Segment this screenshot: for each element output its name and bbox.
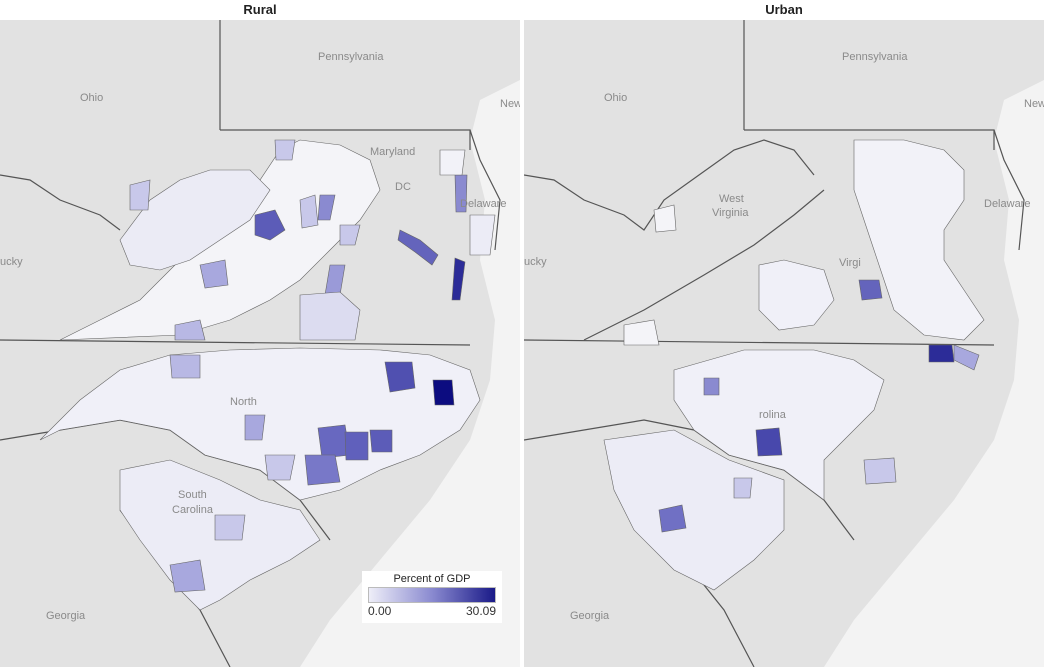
label-ohio: Ohio	[80, 92, 103, 104]
county-shade-urban-5	[703, 377, 720, 396]
county-shade-sc-1	[169, 559, 206, 593]
label-maryland: Maryland	[370, 146, 415, 158]
border-de	[469, 129, 501, 251]
legend-gradient-bar	[368, 587, 496, 603]
county-group-nc-urban	[673, 349, 885, 501]
county-highlight-nc-2	[432, 379, 455, 406]
county-highlight-urban-3	[755, 427, 783, 457]
label-dc: DC	[395, 181, 411, 193]
border-de	[993, 129, 1025, 251]
ocean-area	[300, 80, 520, 667]
county-group-va-south	[299, 291, 361, 341]
label-virgi: Virgi	[839, 257, 861, 269]
label-virginia: Virginia	[712, 207, 749, 219]
rural-map[interactable]: Ohio Pennsylvania Maryland DC Delaware N…	[0, 20, 520, 667]
border-va-nc	[0, 339, 471, 346]
border-wv-va	[583, 189, 825, 341]
county-shade-urban-7	[733, 477, 753, 499]
county-highlight-shore-1	[397, 229, 439, 266]
label-pennsylvania: Pennsylvania	[842, 51, 908, 63]
county-shade-nc-7	[169, 354, 201, 379]
label-north: North	[230, 396, 257, 408]
label-kentucky: ucky	[0, 256, 23, 268]
county-shade-9	[339, 224, 361, 246]
label-georgia: Georgia	[570, 610, 610, 622]
county-de-group	[469, 214, 496, 256]
county-highlight-nc-5	[369, 429, 393, 453]
county-highlight-urban-2	[928, 344, 955, 363]
county-shapes-south	[603, 349, 897, 591]
label-south: South	[178, 489, 207, 501]
county-shade-8	[174, 319, 206, 341]
urban-panel: Urban	[524, 0, 1044, 667]
urban-panel-title: Urban	[524, 0, 1044, 20]
label-delaware: Delaware	[984, 198, 1030, 210]
county-shade-urban-3	[953, 344, 980, 371]
county-highlight-shore-3	[454, 174, 468, 213]
county-shapes-north	[59, 139, 381, 341]
county-shade-4	[274, 139, 296, 161]
rural-panel: Rural	[0, 0, 520, 667]
label-pennsylvania: Pennsylvania	[318, 51, 384, 63]
county-group-va-east	[853, 139, 985, 341]
legend-title: Percent of GDP	[393, 573, 471, 585]
legend-min: 0.00	[368, 604, 392, 618]
county-shade-3	[299, 194, 319, 229]
county-highlight-urban-4	[658, 504, 687, 533]
ocean-area	[824, 80, 1044, 667]
county-shade-5	[129, 179, 151, 211]
county-highlight-urban-1	[858, 279, 883, 301]
label-georgia: Georgia	[46, 610, 86, 622]
county-shapes-south	[39, 347, 481, 611]
county-highlight-1	[254, 209, 286, 241]
label-rolina: rolina	[759, 409, 787, 421]
label-new: New	[500, 98, 520, 110]
label-kentucky: ucky	[524, 256, 547, 268]
county-group-wv	[119, 169, 271, 271]
county-highlight-nc-6	[304, 454, 341, 486]
county-md-east	[439, 149, 466, 176]
legend-values: 0.00 30.09	[368, 604, 496, 618]
label-carolina: Carolina	[172, 504, 214, 516]
county-highlight-shore-2	[451, 257, 466, 301]
county-shade-nc-9	[264, 454, 296, 481]
label-delaware: Delaware	[460, 198, 506, 210]
county-shade-nc-8	[244, 414, 266, 441]
color-legend[interactable]: Percent of GDP 0.00 30.09	[362, 571, 502, 623]
legend-max: 30.09	[465, 604, 496, 618]
border-wv	[524, 139, 815, 231]
county-shapes-north	[623, 139, 985, 371]
county-highlight-2	[317, 194, 336, 221]
label-west: West	[719, 193, 744, 205]
county-sw-va	[623, 319, 660, 346]
border-va-nc	[524, 339, 995, 346]
label-ohio: Ohio	[604, 92, 627, 104]
urban-map[interactable]: Ohio Pennsylvania West Virginia Delaware…	[524, 20, 1044, 667]
county-shapes-east	[397, 149, 496, 301]
county-shade-sc-2	[214, 514, 246, 541]
county-shade-6	[199, 259, 229, 289]
county-shade-urban-6	[863, 457, 897, 485]
border-oh-ky	[0, 174, 121, 231]
rural-panel-title: Rural	[0, 0, 520, 20]
county-wv-1	[653, 204, 677, 233]
label-new: New	[1024, 98, 1044, 110]
county-group-va-central	[758, 259, 835, 331]
county-highlight-nc-1	[384, 361, 416, 393]
county-highlight-nc-4	[344, 431, 369, 461]
county-group-sc-urban	[603, 429, 785, 591]
panel-divider	[520, 0, 524, 667]
